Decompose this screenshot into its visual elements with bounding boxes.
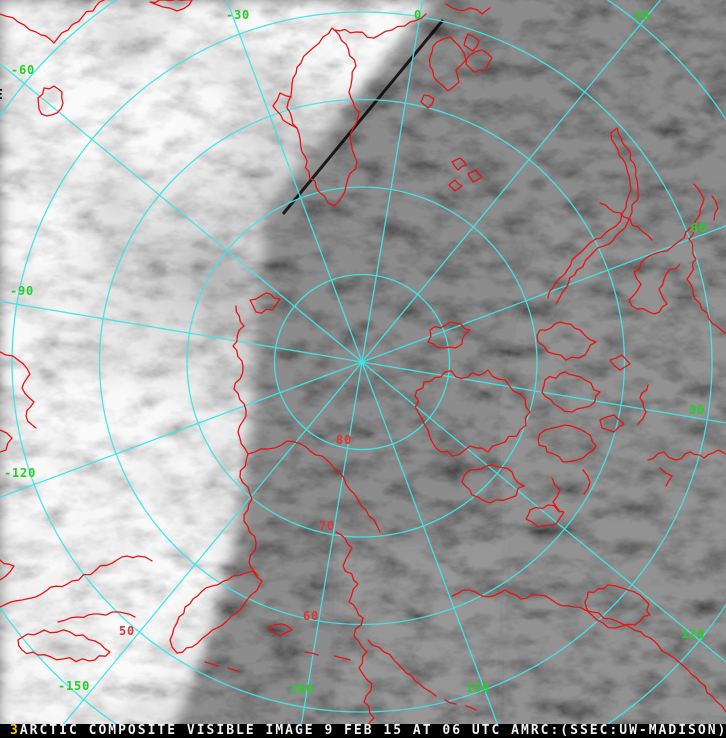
longitude-label: 90 bbox=[689, 403, 706, 417]
longitude-label: -30 bbox=[226, 8, 251, 22]
latitude-circle bbox=[11, 11, 713, 713]
longitude-label: -60 bbox=[11, 63, 36, 77]
meridian-line bbox=[51, 361, 363, 738]
coastline-path bbox=[204, 661, 219, 667]
coastline-path bbox=[0, 429, 13, 453]
longitude-label: -150 bbox=[58, 679, 91, 693]
coastline-path bbox=[0, 559, 15, 581]
meridian-line bbox=[361, 225, 726, 363]
latitude-circle bbox=[186, 186, 538, 538]
meridian-line bbox=[361, 361, 726, 663]
coastline-path bbox=[647, 449, 726, 461]
coastline-path bbox=[0, 555, 153, 608]
coastline-path bbox=[448, 179, 463, 192]
meridian-line bbox=[361, 0, 662, 363]
longitude-label: 180 bbox=[290, 682, 315, 696]
coastline-path bbox=[463, 33, 480, 52]
coastline-path bbox=[267, 623, 293, 637]
coastline-path bbox=[537, 424, 597, 463]
latitude-label: 80 bbox=[336, 433, 353, 447]
coastline-path bbox=[451, 157, 467, 171]
meridian-line bbox=[225, 0, 363, 363]
coastline-path bbox=[628, 227, 691, 315]
latitude-label: 70 bbox=[319, 519, 336, 533]
coastline-path bbox=[0, 351, 37, 429]
coastline-path bbox=[451, 589, 642, 633]
coastline-path bbox=[428, 36, 467, 92]
coastline-path bbox=[547, 127, 639, 305]
clipped-edge-label: E bbox=[0, 89, 3, 102]
coastline-path bbox=[169, 570, 263, 654]
meridian-line bbox=[0, 300, 363, 363]
status-caption: ARCTIC COMPOSITE VISIBLE IMAGE 9 FEB 15 … bbox=[19, 723, 726, 738]
coastline-path bbox=[286, 27, 360, 207]
coastline-path bbox=[227, 667, 241, 673]
coastline-path bbox=[467, 169, 483, 183]
latitude-circle bbox=[273, 273, 451, 451]
coastline-path bbox=[427, 321, 471, 349]
status-bar: 3 ARCTIC COMPOSITE VISIBLE IMAGE 9 FEB 15… bbox=[0, 724, 726, 738]
longitude-label: -90 bbox=[10, 284, 35, 298]
coastline-path bbox=[249, 292, 281, 314]
coastline-path bbox=[659, 467, 673, 487]
coastline-path bbox=[599, 202, 653, 241]
coastline-path bbox=[414, 369, 531, 457]
coastline-path bbox=[599, 414, 625, 433]
coastline-path bbox=[465, 49, 493, 73]
status-channel-number: 3 bbox=[10, 723, 20, 738]
coastline-path bbox=[17, 629, 111, 663]
coastline-path bbox=[525, 504, 565, 528]
coastline-path bbox=[584, 584, 651, 629]
longitude-label: 0 bbox=[414, 8, 423, 22]
coastline-path bbox=[367, 639, 437, 697]
meridian-line bbox=[361, 0, 424, 363]
coastline-path bbox=[149, 0, 193, 12]
coastline-path bbox=[232, 305, 259, 577]
longitude-label: 120 bbox=[681, 627, 706, 641]
meridian-line bbox=[361, 361, 726, 424]
coastline-path bbox=[582, 469, 591, 495]
coastline-path bbox=[551, 477, 561, 513]
meridian-line bbox=[361, 361, 504, 738]
meridian-line bbox=[0, 361, 363, 499]
coastline-path bbox=[461, 464, 525, 504]
coastline-path bbox=[541, 371, 601, 413]
longitude-label: 150 bbox=[466, 681, 491, 695]
coastline-path bbox=[247, 440, 381, 533]
coastline-path bbox=[334, 655, 351, 661]
latitude-label: 50 bbox=[119, 624, 136, 638]
coastline-path bbox=[609, 354, 631, 371]
meridian-line bbox=[298, 361, 363, 738]
coastline-path bbox=[333, 13, 427, 39]
longitude-label: 60 bbox=[691, 221, 708, 235]
coastline-path bbox=[0, 0, 105, 44]
coastline-path bbox=[536, 321, 597, 361]
coastline-path bbox=[57, 611, 136, 623]
coastline-path bbox=[37, 85, 64, 117]
coastline-path bbox=[272, 92, 298, 129]
coastline-path bbox=[445, 3, 491, 15]
longitude-label: -120 bbox=[4, 466, 37, 480]
coastline-path bbox=[640, 631, 726, 713]
meridian-line bbox=[0, 62, 363, 363]
coastline-path bbox=[637, 384, 649, 425]
coastline-path bbox=[711, 195, 719, 221]
coastline-path bbox=[444, 699, 457, 705]
coastline-path bbox=[686, 183, 726, 335]
coastline-path bbox=[335, 531, 375, 731]
coastline-path bbox=[304, 651, 319, 656]
longitude-label: 30 bbox=[634, 9, 651, 23]
coastline-path bbox=[465, 705, 477, 711]
coastline-path bbox=[420, 94, 435, 109]
latitude-label: 60 bbox=[303, 609, 320, 623]
